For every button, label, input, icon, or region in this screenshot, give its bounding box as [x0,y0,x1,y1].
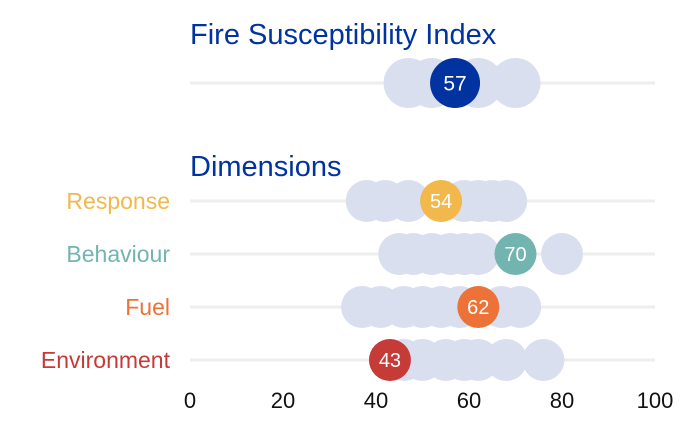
chart-title: Fire Susceptibility Index [190,19,497,51]
highlight-dot [457,286,500,328]
highlight-dot [420,180,463,222]
dimension-label: Environment [41,347,171,373]
comparison-dot [457,233,500,275]
highlight-dot [494,233,537,275]
comparison-dot [387,180,430,222]
value-label: 62 [467,297,489,319]
x-tick-label: 80 [550,388,574,413]
value-label: 57 [443,73,466,96]
comparison-dot [522,339,565,381]
comparison-dot [490,58,541,108]
comparison-dot [541,233,583,275]
dimension-label: Response [66,188,170,214]
comparison-dot [485,339,528,381]
comparison-dot [499,286,542,328]
x-tick-label: 100 [637,388,674,413]
value-label: 54 [430,191,452,213]
value-label: 43 [379,350,401,372]
value-label: 70 [504,244,526,266]
highlight-dot [368,339,411,381]
x-tick-label: 0 [184,388,196,413]
comparison-dot [485,180,528,222]
dimension-label: Behaviour [66,241,170,267]
dimension-label: Fuel [125,294,170,320]
x-tick-label: 20 [271,388,295,413]
x-tick-label: 40 [364,388,388,413]
highlight-dot [430,58,481,108]
x-tick-label: 60 [457,388,481,413]
section-title: Dimensions [190,151,342,183]
